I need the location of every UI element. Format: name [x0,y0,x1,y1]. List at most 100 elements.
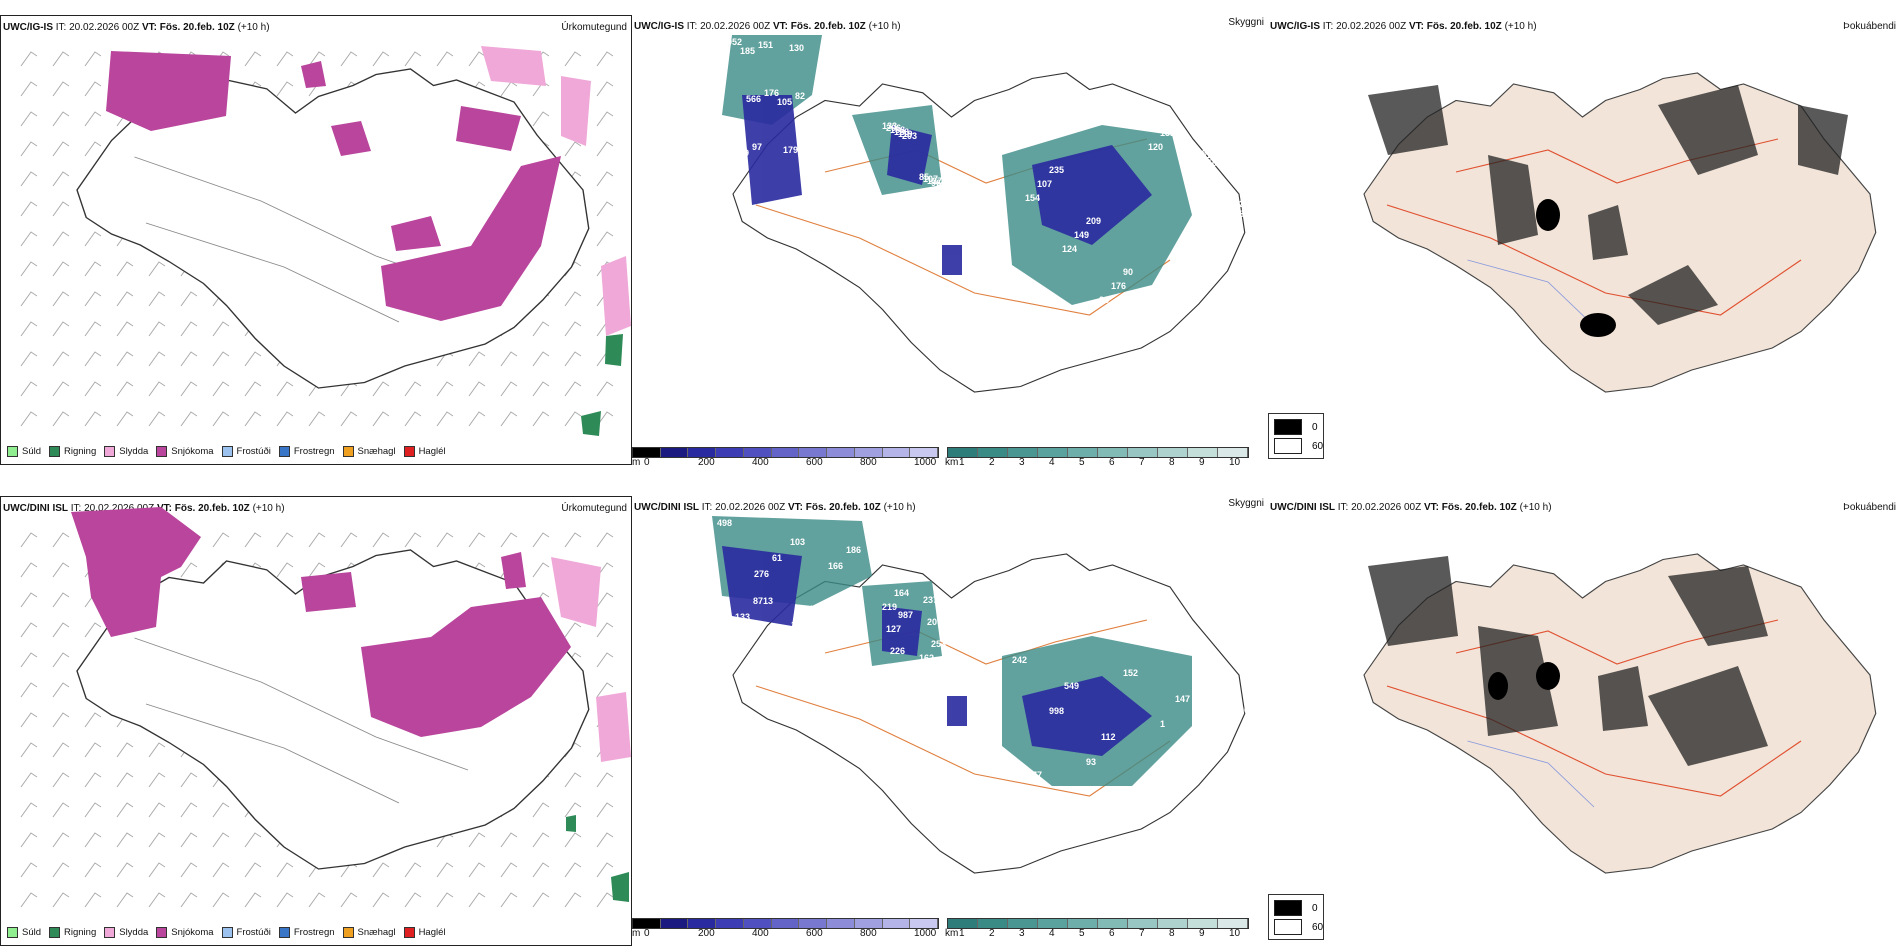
panel-type-label: Úrkomutegund [561,503,627,514]
legend-item: Rigning [49,446,96,457]
wind-barb [20,201,38,217]
wind-barb [116,411,134,427]
snow-areas [71,507,571,737]
legend-item: Haglél [403,927,446,938]
cloud-base-colorbar: m 0 200 400 600 800 1000 km 1 2 3 4 5 6 7 8 9 10 [632,445,1268,465]
colorbar-segment [771,919,800,928]
wind-barb [84,81,102,97]
colorbar-segment [1098,919,1128,928]
wind-barb [212,862,230,878]
wind-barb [500,832,518,848]
cloud-base-label: 164 [894,588,909,598]
cloud-base-label: 119 [898,129,913,139]
cloud-base-label: 998 [1049,706,1064,716]
fog-panel-top: UWC/IG-IS IT: 20.02.2026 00Z VT: Fös. 20… [1268,15,1900,465]
cloud-base-label: 103 [1248,156,1263,166]
colorbar-segment [882,448,911,457]
cloud-base-label: 131 [1160,128,1175,138]
wind-barb [20,231,38,247]
cloud-base-label: 230 [1220,152,1235,162]
wind-barb [84,231,102,247]
wind-barb [20,321,38,337]
cloud-base-label: 8713 [753,596,773,606]
colorbar-tick-label: 1000 [914,457,937,465]
wind-barb [596,411,614,427]
legend-swatch [278,446,290,457]
cloud-base-label: 97 [752,142,762,152]
cloud-base-label: 85 [919,172,929,182]
legend-item: Snæhagl [342,446,396,457]
wind-barb [52,562,70,578]
colorbar-segment [688,448,717,457]
legend-swatch [278,927,290,938]
wind-barb [20,712,38,728]
wind-barb [116,772,134,788]
panel-title: UWC/IG-IS IT: 20.02.2026 00Z VT: Fös. 20… [634,21,901,32]
wind-barb [372,532,390,548]
wind-barb [84,321,102,337]
wind-barb [20,351,38,367]
wind-barb [212,802,230,818]
legend-label: Haglél [418,927,446,938]
cloud-base-label: 206 [886,123,901,133]
wind-barb [20,592,38,608]
cloud-base-label: 61 [772,553,782,563]
colorbar-tick-label: 10 [1229,457,1241,465]
wind-barb [564,832,582,848]
wind-barb [436,892,454,908]
wind-barb [308,411,326,427]
wind-barb [596,622,614,638]
wind-barb [436,532,454,548]
cloud-base-label: 124 [1062,244,1077,254]
colorbar-tick-label: 800 [860,928,877,939]
wind-barb [180,772,198,788]
legend-swatch [7,446,18,457]
colorbar-tick-label: 200 [698,457,715,465]
cloud-base-label: 128 [894,127,909,137]
wind-barb [564,321,582,337]
wind-barb [500,532,518,548]
wind-barb [84,51,102,67]
cloud-base-label: 126 [1206,150,1221,160]
colorbar-segment [1218,448,1248,457]
legend-label: Rigning [64,446,97,457]
wind-barb [20,141,38,157]
wind-barb [52,652,70,668]
legend-item: Snjókoma [156,927,214,938]
wind-barb [84,712,102,728]
colorbar-tick-label: 10 [1229,928,1241,939]
wind-barb [596,141,614,157]
colorbar-tick-label: 1000 [914,928,937,939]
wind-barb [116,291,134,307]
wind-barb [468,892,486,908]
colorbar-segment [1038,448,1068,457]
wind-barb [244,892,262,908]
legend-item: Frostúði [221,446,271,457]
wind-barb [596,231,614,247]
wind-barb [404,892,422,908]
wind-barb [564,381,582,397]
panel-type-label: Þokuábendi [1843,21,1896,32]
cloud-base-label: 133 [882,121,897,131]
wind-barb [500,351,518,367]
cloud-base-label: 90 [1123,267,1133,277]
colorbar-tick-label: 400 [752,457,769,465]
wind-barb [596,201,614,217]
legend-label: Súld [22,446,42,457]
sleet-areas [481,46,631,336]
wind-barb [84,141,102,157]
colorbar-segment [1128,919,1158,928]
cloud-base-label: 179 [783,145,798,155]
wind-barb [52,381,70,397]
wind-barb [20,622,38,638]
colorbar-tick-label: 600 [806,457,823,465]
wind-barb [212,411,230,427]
cloud-base-colorbar: m 0 200 400 600 800 1000 km 1 2 3 4 5 6 7 8 9 10 [632,916,1268,946]
panel-type-label: Skyggni [1228,498,1264,509]
wind-barb [308,51,326,67]
colorbar-segment [1098,448,1128,457]
wind-barb [20,772,38,788]
colorbar-tick-label: 400 [752,928,769,939]
colorbar-segment [1158,919,1188,928]
wind-barb [212,321,230,337]
